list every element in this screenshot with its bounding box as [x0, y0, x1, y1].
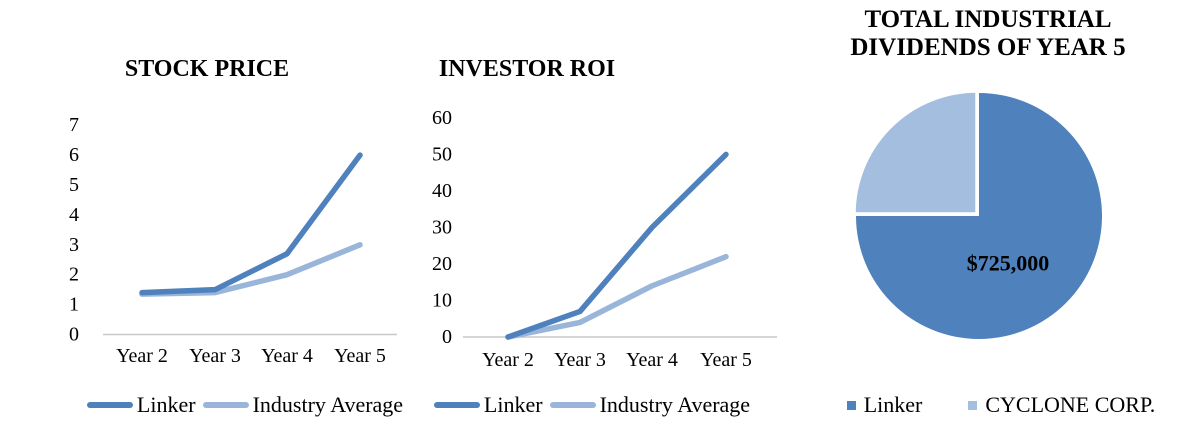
linker-series-line	[139, 152, 363, 296]
investor-roi-plot: 0 10 20 30 40 50 60 Year 2 Year 3 Year 4 Year 5	[432, 107, 777, 371]
legend-label: Linker	[136, 392, 196, 417]
y-tick-label: 3	[69, 234, 79, 256]
legend-label: Industry Average	[252, 392, 404, 417]
y-tick-label: 0	[442, 326, 452, 348]
y-tick-label: 50	[432, 143, 452, 165]
stock-price-chart: STOCK PRICE 0 1 2 3 4 5 6 7 Year 2 Year 3 Year 4 Ye…	[0, 0, 430, 441]
y-tick-label: 30	[432, 216, 452, 238]
x-axis-label: Year 5	[700, 349, 752, 371]
pie-slice-linker	[856, 93, 1102, 339]
legend-item-cyclone-corp: CYCLONE CORP.	[968, 392, 1155, 418]
dividends-pie-chart: TOTAL INDUSTRIAL DIVIDENDS OF YEAR 5 $72…	[800, 0, 1192, 441]
dividends-pie-title: TOTAL INDUSTRIAL DIVIDENDS OF YEAR 5	[850, 6, 1126, 61]
x-axis-label: Year 2	[116, 345, 168, 367]
pie-data-label: $725,000	[967, 251, 1050, 276]
legend-line-marker-icon	[202, 402, 249, 408]
dividends-pie-legend: Linker CYCLONE CORP.	[805, 391, 1192, 419]
legend-line-marker-icon	[549, 402, 596, 408]
stock-price-title: STOCK PRICE	[124, 56, 290, 82]
y-tick-label: 20	[432, 253, 452, 275]
legend-label: CYCLONE CORP.	[985, 392, 1156, 417]
x-axis-label: Year 4	[261, 345, 313, 367]
legend-item-industry-average: Industry Average	[202, 392, 404, 418]
legend-item-linker: Linker	[846, 392, 923, 418]
linker-series-line	[505, 151, 729, 340]
stock-price-legend: Linker Industry Average	[30, 391, 460, 419]
legend-item-linker: Linker	[433, 392, 543, 418]
y-tick-label: 2	[69, 264, 79, 286]
investor-roi-legend: Linker Industry Average	[392, 391, 792, 419]
legend-label: Linker	[483, 392, 543, 417]
y-tick-label: 7	[69, 114, 79, 136]
y-tick-label: 40	[432, 180, 452, 202]
x-axis-label: Year 4	[626, 349, 678, 371]
y-tick-label: 1	[69, 294, 79, 316]
y-tick-label: 4	[69, 204, 79, 226]
y-tick-label: 60	[432, 107, 452, 129]
investor-roi-chart: INVESTOR ROI 0 10 20 30 40 50 60 Year 2 Year 3 Ye…	[400, 0, 800, 441]
legend-square-marker-icon	[846, 400, 856, 410]
legend-square-marker-icon	[968, 400, 978, 410]
investor-roi-title: INVESTOR ROI	[438, 56, 616, 82]
legend-label: Linker	[863, 392, 923, 417]
y-tick-label: 6	[69, 144, 79, 166]
x-axis-label: Year 2	[482, 349, 534, 371]
legend-label: Industry Average	[599, 392, 751, 417]
y-tick-label: 5	[69, 174, 79, 196]
y-tick-label: 10	[432, 289, 452, 311]
legend-line-marker-icon	[433, 402, 480, 408]
legend-item-linker: Linker	[86, 392, 196, 418]
x-axis-label: Year 3	[554, 349, 606, 371]
x-axis-label: Year 3	[189, 345, 241, 367]
stock-price-plot: 0 1 2 3 4 5 6 7 Year 2 Year 3 Year 4 Year 5	[69, 114, 397, 367]
pie-slice-cyclone-corp	[852, 89, 979, 216]
industry-average-series-line	[505, 253, 729, 340]
x-axis-label: Year 5	[334, 345, 386, 367]
legend-item-industry-average: Industry Average	[549, 392, 751, 418]
legend-line-marker-icon	[86, 402, 133, 408]
dividends-pie-plot: $725,000	[852, 89, 1102, 339]
y-tick-label: 0	[69, 324, 79, 346]
